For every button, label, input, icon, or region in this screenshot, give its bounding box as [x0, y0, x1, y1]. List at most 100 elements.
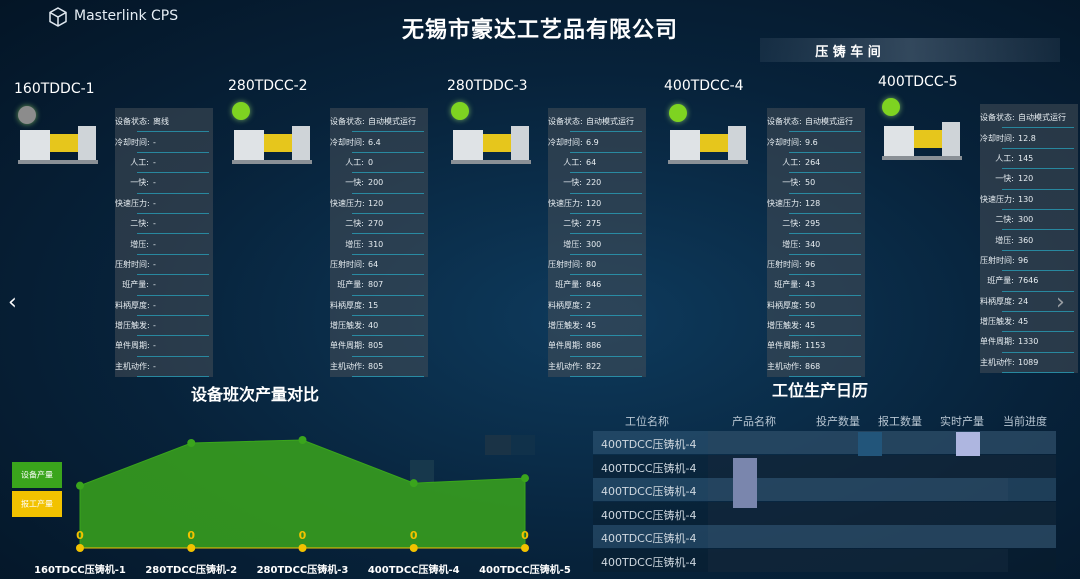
field-value: 360: [1018, 235, 1034, 245]
field-label: 冷却时间:: [980, 133, 1015, 143]
field-label: 班产量:: [555, 280, 582, 290]
machine-name: 280TDCC-2: [228, 78, 308, 94]
field-label: 单件周期:: [548, 341, 583, 351]
machine-part: [914, 130, 942, 148]
field-label: 一快:: [782, 178, 801, 188]
field-row: 冷却时间: 6.9: [548, 132, 642, 153]
status-dot: [232, 102, 250, 120]
field-row: 一快: 200: [345, 173, 424, 194]
field-row: 增压: -: [130, 234, 209, 255]
field-row: 增压触发: 45: [548, 316, 642, 337]
field-row: 人工: -: [130, 153, 209, 174]
field-row: 压射时间: 96: [767, 255, 861, 276]
field-value: 300: [586, 239, 602, 249]
field-row: 一快: -: [130, 173, 209, 194]
machine-icon: [882, 122, 962, 160]
field-value: 离线: [153, 117, 169, 127]
field-row: 二快: 295: [782, 214, 861, 235]
page-title: 无锡市豪达工艺品有限公司: [401, 18, 678, 43]
machine-part: [50, 134, 78, 152]
field-label: 增压触发:: [980, 317, 1015, 327]
field-row: 料柄厚度: 50: [767, 296, 861, 316]
field-value: 64: [368, 259, 379, 269]
field-label: 设备状态:: [330, 117, 365, 127]
mosaic: [708, 525, 1056, 548]
brand-logo: [49, 7, 67, 27]
field-row: 冷却时间: 9.6: [767, 132, 861, 153]
machine-part: [942, 122, 960, 156]
field-label: 料柄厚度:: [980, 296, 1015, 306]
field-label: 主机动作:: [767, 361, 802, 371]
field-row: 设备状态: 自动模式运行: [980, 108, 1074, 129]
machine-base: [232, 160, 312, 164]
field-row: 一快: 50: [782, 173, 861, 194]
chart-title: 设备班次产量对比: [190, 385, 319, 404]
field-row: 设备状态: 自动模式运行: [548, 112, 642, 133]
field-label: 增压触发:: [767, 321, 802, 331]
field-row: 压射时间: 64: [330, 255, 424, 276]
field-value: -: [153, 341, 156, 351]
status-dot: [18, 106, 36, 124]
machine-part: [292, 126, 310, 160]
field-label: 压射时间:: [548, 259, 583, 269]
field-value: 自动模式运行: [805, 117, 853, 127]
column-header: 报工数量: [878, 415, 922, 428]
mosaic: [858, 432, 882, 456]
field-value: 340: [805, 239, 821, 249]
field-row: 增压触发: -: [115, 316, 209, 337]
field-value: 2: [586, 300, 592, 310]
prev-arrow[interactable]: ‹: [8, 290, 17, 315]
field-value: 220: [586, 178, 602, 188]
machine-panel: 设备状态: 离线 冷却时间: - 人工: - 一快: - 快速压力: - 二快: - 增压: - 压射时间:…: [115, 108, 213, 378]
column-header: 实时产量: [940, 415, 984, 428]
table-title: 工位生产日历: [771, 381, 868, 400]
field-label: 班产量:: [122, 280, 149, 290]
machine-icon: [232, 126, 312, 164]
field-value: -: [153, 361, 156, 371]
field-value: -: [153, 178, 156, 188]
field-value: 886: [586, 341, 602, 351]
machine-icon: [451, 126, 531, 164]
field-label: 增压触发:: [115, 321, 150, 331]
field-value: 822: [586, 361, 602, 371]
field-label: 一快:: [563, 178, 582, 188]
column-header: 当前进度: [1003, 415, 1047, 428]
machine-body: [670, 130, 700, 160]
field-value: -: [153, 219, 156, 229]
field-value: 43: [805, 280, 816, 290]
field-row: 压射时间: -: [115, 255, 209, 276]
cell: 400TDCC压铸机-4: [601, 485, 697, 498]
field-row: 主机动作: -: [115, 357, 209, 378]
field-row: 快速压力: 120: [548, 194, 642, 214]
field-label: 一快:: [345, 178, 364, 188]
field-value: 868: [805, 361, 821, 371]
table-row: 400TDCC压铸机-4: [593, 548, 1056, 572]
field-value: 6.9: [586, 137, 599, 147]
field-row: 人工: 0: [345, 153, 424, 174]
point: [76, 544, 84, 552]
table-row: 400TDCC压铸机-4: [593, 431, 1056, 454]
field-value: 807: [368, 280, 384, 290]
column-header: 工位名称: [625, 415, 669, 428]
field-value: -: [153, 300, 156, 310]
machine-part: [483, 134, 511, 152]
field-label: 压射时间:: [115, 259, 150, 269]
field-label: 料柄厚度:: [767, 300, 802, 310]
field-label: 增压触发:: [548, 321, 583, 331]
field-row: 班产量: 7646: [987, 271, 1074, 292]
field-row: 单件周期: 1330: [980, 332, 1074, 353]
field-row: 增压: 340: [782, 234, 861, 255]
field-value: 24: [1018, 296, 1029, 306]
field-row: 设备状态: 自动模式运行: [330, 112, 424, 133]
field-label: 设备状态:: [980, 113, 1015, 123]
machine-name: 400TDCC-4: [664, 78, 744, 94]
cell: 400TDCC压铸机-4: [601, 508, 697, 522]
field-label: 冷却时间:: [548, 137, 583, 147]
field-value: 310: [368, 239, 384, 249]
field-row: 设备状态: 自动模式运行: [767, 112, 861, 133]
field-row: 增压: 360: [995, 230, 1074, 251]
status-dot: [451, 102, 469, 120]
field-label: 二快:: [563, 219, 582, 229]
field-row: 人工: 264: [782, 153, 861, 174]
field-label: 增压:: [995, 235, 1014, 245]
